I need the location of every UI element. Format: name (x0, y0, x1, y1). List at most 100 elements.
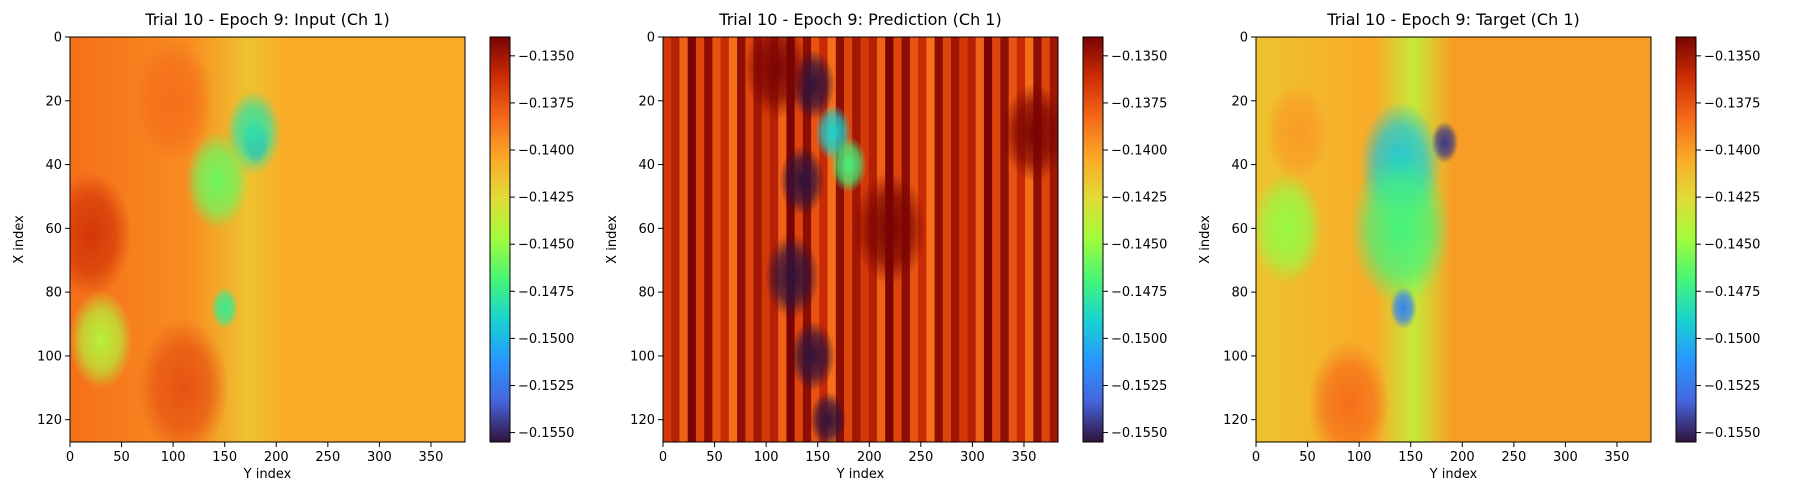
heatmap-blob (1002, 83, 1058, 182)
x-tick-label: 100 (161, 450, 186, 465)
heatmap-field (663, 37, 1058, 442)
heatmap-blob (138, 317, 229, 442)
x-tick-label: 250 (315, 450, 340, 465)
heatmap-stripe (926, 37, 936, 442)
heatmap-blob (185, 131, 250, 230)
heatmap-stripe (835, 37, 846, 442)
y-tick-label: 120 (1223, 413, 1248, 428)
x-axis-label: Y index (836, 467, 885, 482)
colorbar-tick-label: −0.1450 (518, 238, 574, 253)
colorbar-tick-label: −0.1425 (518, 191, 574, 206)
x-tick-label: 350 (419, 450, 444, 465)
axes-frame (662, 36, 1059, 443)
y-tick-label: 40 (638, 158, 655, 173)
heatmap-stripe (769, 37, 780, 442)
heatmap-blob (789, 320, 836, 391)
colorbar-tick-label: −0.1500 (1111, 332, 1167, 347)
x-tick-label: 300 (367, 450, 392, 465)
y-tick-label: 20 (45, 94, 62, 109)
colorbar-tick-label: −0.1375 (518, 96, 574, 111)
colorbar-tick-label: −0.1525 (518, 379, 574, 394)
colorbar-tick-label: −0.1550 (1111, 426, 1167, 441)
colorbar-tick-label: −0.1550 (1704, 426, 1760, 441)
y-tick-label: 0 (647, 31, 655, 46)
y-tick-label: 60 (638, 222, 655, 237)
heatmap-stripe (967, 37, 977, 442)
heatmap-stripe (712, 37, 722, 442)
heatmap-blob (853, 172, 927, 285)
y-tick-label: 20 (1231, 94, 1248, 109)
heatmap-blob (70, 171, 132, 298)
x-tick-label: 100 (1347, 450, 1372, 465)
y-tick-label: 40 (45, 158, 62, 173)
heatmap-stripe (983, 37, 994, 442)
heatmap-field (1256, 37, 1651, 442)
colorbar-tick-label: −0.1450 (1704, 238, 1760, 253)
heatmap-stripe (811, 37, 821, 442)
heatmap-stripe (671, 37, 681, 442)
x-tick-label: 250 (1501, 450, 1526, 465)
x-tick-label: 50 (706, 450, 723, 465)
y-tick-label: 100 (1223, 349, 1248, 364)
colorbar-tick-label: −0.1400 (1704, 144, 1760, 159)
x-axis-label: Y index (1429, 467, 1478, 482)
x-tick-label: 200 (1450, 450, 1475, 465)
heatmap-stripe (934, 37, 944, 442)
x-tick-label: 200 (857, 450, 882, 465)
heatmap-blob (1307, 340, 1390, 442)
heatmap-blob (779, 145, 825, 216)
chart-panel-2: Trial 10 - Epoch 9: Prediction (Ch 1) 0 50… (605, 10, 1167, 482)
colorbar-tick-label: −0.1350 (518, 49, 574, 64)
x-tick-label: 50 (113, 450, 130, 465)
x-tick-label: 0 (659, 450, 667, 465)
x-tick-label: 150 (212, 450, 237, 465)
heatmap-blob (744, 37, 809, 118)
heatmap-stripe (802, 37, 813, 442)
chart-title: Trial 10 - Epoch 9: Target (Ch 1) (1326, 10, 1579, 29)
heatmap-stripe (1033, 37, 1043, 442)
colorbar-tick-label: −0.1375 (1111, 96, 1167, 111)
x-tick-label: 50 (1299, 450, 1316, 465)
colorbar-tick-label: −0.1550 (518, 426, 574, 441)
heatmap-blob (211, 287, 239, 330)
heatmap-stripe (745, 37, 755, 442)
heatmap-blob (70, 290, 133, 390)
heatmap-blob (1256, 172, 1324, 285)
colorbar-tick-label: −0.1525 (1704, 379, 1760, 394)
y-axis-label: X index (605, 215, 620, 264)
x-tick-label: 0 (1252, 450, 1260, 465)
heatmap-stripe (1049, 37, 1058, 442)
x-tick-label: 150 (805, 450, 830, 465)
colorbar-tick-label: −0.1525 (1111, 379, 1167, 394)
colorbar-tick-label: −0.1425 (1704, 191, 1760, 206)
axes-frame (1255, 36, 1652, 443)
colorbar-tick-label: −0.1500 (518, 332, 574, 347)
heatmap-stripe (951, 37, 961, 442)
heatmap-blob (1265, 83, 1330, 182)
y-axis-label: X index (12, 215, 27, 264)
x-tick-label: 350 (1605, 450, 1630, 465)
y-tick-label: 120 (37, 413, 62, 428)
heatmap-stripe (959, 37, 969, 442)
y-tick-label: 100 (630, 349, 655, 364)
chart-panel-3: Trial 10 - Epoch 9: Target (Ch 1) 0 50 100 1… (1198, 10, 1760, 482)
x-tick-label: 100 (754, 450, 779, 465)
heatmap-stripe (720, 37, 730, 442)
colorbar (489, 36, 511, 443)
heatmap-stripe (704, 37, 714, 442)
heatmap-blob (1389, 287, 1418, 330)
heatmap-stripe (827, 37, 837, 442)
colorbar (1675, 36, 1697, 443)
heatmap-stripe (942, 37, 953, 442)
heatmap-stripe (737, 37, 747, 442)
heatmap-blob (809, 391, 847, 442)
x-tick-label: 350 (1012, 450, 1037, 465)
y-tick-label: 0 (1240, 31, 1248, 46)
x-tick-label: 300 (960, 450, 985, 465)
colorbar-tick-label: −0.1350 (1704, 49, 1760, 64)
heatmap-blob (132, 37, 214, 164)
colorbar-tick-label: −0.1425 (1111, 191, 1167, 206)
colorbar-tick-label: −0.1475 (1111, 285, 1167, 300)
heatmap-stripe (819, 37, 829, 442)
